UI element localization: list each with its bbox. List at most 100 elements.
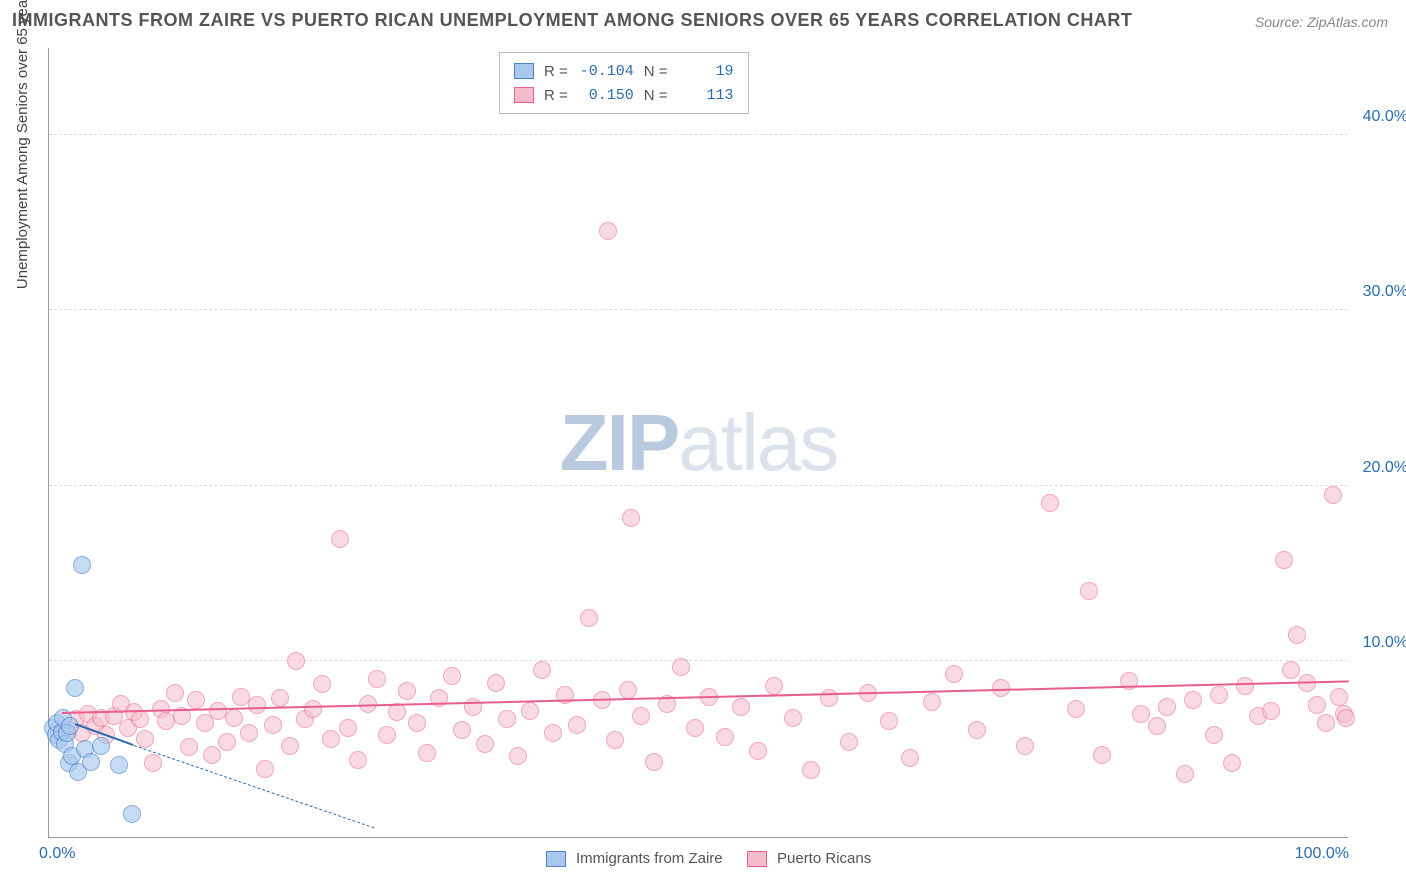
data-point-zaire xyxy=(110,756,128,774)
y-tick-label: 20.0% xyxy=(1363,459,1406,477)
data-point-pr xyxy=(732,698,750,716)
swatch-pr xyxy=(514,87,534,103)
data-point-pr xyxy=(901,749,919,767)
data-point-pr xyxy=(281,737,299,755)
data-point-pr xyxy=(1080,582,1098,600)
data-point-pr xyxy=(509,747,527,765)
data-point-pr xyxy=(580,609,598,627)
data-point-pr xyxy=(1288,626,1306,644)
swatch-pr-bottom xyxy=(747,851,767,867)
data-point-pr xyxy=(1330,688,1348,706)
data-point-pr xyxy=(498,710,516,728)
data-point-pr xyxy=(1041,494,1059,512)
data-point-pr xyxy=(1236,677,1254,695)
stats-legend-box: R = -0.104 N = 19 R = 0.150 N = 113 xyxy=(499,52,749,114)
data-point-pr xyxy=(1148,717,1166,735)
data-point-pr xyxy=(368,670,386,688)
data-point-pr xyxy=(453,721,471,739)
data-point-pr xyxy=(632,707,650,725)
legend-label-zaire: Immigrants from Zaire xyxy=(576,850,723,867)
data-point-pr xyxy=(533,661,551,679)
chart-title: IMMIGRANTS FROM ZAIRE VS PUERTO RICAN UN… xyxy=(12,10,1132,31)
data-point-pr xyxy=(287,652,305,670)
stats-row-pr: R = 0.150 N = 113 xyxy=(514,83,734,107)
data-point-pr xyxy=(1317,714,1335,732)
data-point-pr xyxy=(1132,705,1150,723)
watermark: ZIPatlas xyxy=(560,397,837,489)
data-point-pr xyxy=(256,760,274,778)
data-point-zaire xyxy=(92,737,110,755)
data-point-pr xyxy=(622,509,640,527)
data-point-pr xyxy=(1205,726,1223,744)
data-point-pr xyxy=(1337,709,1355,727)
stats-row-zaire: R = -0.104 N = 19 xyxy=(514,59,734,83)
data-point-pr xyxy=(180,738,198,756)
data-point-zaire xyxy=(66,679,84,697)
data-point-pr xyxy=(418,744,436,762)
data-point-pr xyxy=(144,754,162,772)
data-point-pr xyxy=(339,719,357,737)
data-point-pr xyxy=(248,696,266,714)
data-point-pr xyxy=(606,731,624,749)
data-point-pr xyxy=(476,735,494,753)
data-point-pr xyxy=(322,730,340,748)
data-point-pr xyxy=(1275,551,1293,569)
data-point-pr xyxy=(487,674,505,692)
data-point-pr xyxy=(672,658,690,676)
data-point-pr xyxy=(802,761,820,779)
data-point-pr xyxy=(378,726,396,744)
scatter-plot: ZIPatlas R = -0.104 N = 19 R = 0.150 N =… xyxy=(48,48,1348,838)
source-label: Source: ZipAtlas.com xyxy=(1255,14,1388,30)
data-point-pr xyxy=(1176,765,1194,783)
data-point-pr xyxy=(840,733,858,751)
data-point-pr xyxy=(1282,661,1300,679)
data-point-pr xyxy=(765,677,783,695)
data-point-zaire xyxy=(82,753,100,771)
data-point-pr xyxy=(1262,702,1280,720)
y-tick-label: 10.0% xyxy=(1363,634,1406,652)
data-point-pr xyxy=(187,691,205,709)
data-point-pr xyxy=(880,712,898,730)
data-point-pr xyxy=(1223,754,1241,772)
bottom-legend: Immigrants from Zaire Puerto Ricans xyxy=(49,850,1348,867)
data-point-zaire xyxy=(73,556,91,574)
data-point-pr xyxy=(968,721,986,739)
data-point-pr xyxy=(619,681,637,699)
gridline xyxy=(49,134,1348,135)
data-point-pr xyxy=(331,530,349,548)
data-point-zaire xyxy=(123,805,141,823)
data-point-pr xyxy=(388,703,406,721)
data-point-pr xyxy=(136,730,154,748)
y-axis-label: Unemployment Among Seniors over 65 years xyxy=(14,0,31,289)
data-point-pr xyxy=(716,728,734,746)
y-tick-label: 30.0% xyxy=(1363,283,1406,301)
data-point-pr xyxy=(645,753,663,771)
data-point-pr xyxy=(225,709,243,727)
data-point-pr xyxy=(521,702,539,720)
data-point-pr xyxy=(1308,696,1326,714)
data-point-pr xyxy=(923,693,941,711)
gridline xyxy=(49,485,1348,486)
data-point-pr xyxy=(443,667,461,685)
chart-container: IMMIGRANTS FROM ZAIRE VS PUERTO RICAN UN… xyxy=(0,0,1406,892)
data-point-pr xyxy=(313,675,331,693)
data-point-pr xyxy=(749,742,767,760)
swatch-zaire xyxy=(514,63,534,79)
trend-line xyxy=(133,745,374,828)
data-point-pr xyxy=(686,719,704,737)
legend-label-pr: Puerto Ricans xyxy=(777,850,871,867)
data-point-pr xyxy=(304,700,322,718)
x-tick-label: 0.0% xyxy=(39,845,75,863)
data-point-pr xyxy=(398,682,416,700)
data-point-pr xyxy=(1093,746,1111,764)
data-point-pr xyxy=(166,684,184,702)
data-point-pr xyxy=(203,746,221,764)
data-point-pr xyxy=(1184,691,1202,709)
y-tick-label: 40.0% xyxy=(1363,108,1406,126)
data-point-pr xyxy=(1324,486,1342,504)
data-point-pr xyxy=(1016,737,1034,755)
data-point-pr xyxy=(945,665,963,683)
data-point-pr xyxy=(568,716,586,734)
data-point-pr xyxy=(349,751,367,769)
data-point-pr xyxy=(1210,686,1228,704)
